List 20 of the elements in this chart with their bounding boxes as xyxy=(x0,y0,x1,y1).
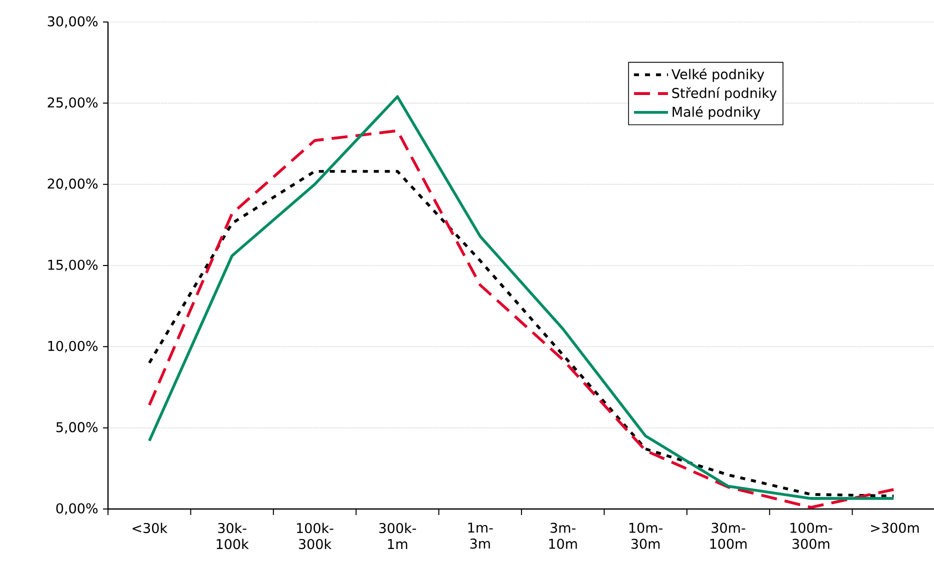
y-tick-label: 15,00% xyxy=(48,260,98,272)
x-tick-label: 300k-1m xyxy=(379,522,416,549)
x-tick-label: 100m-300m xyxy=(790,522,832,549)
y-tick-label: 0,00% xyxy=(56,503,98,515)
legend-label: Malé podniky xyxy=(672,106,760,120)
y-tick-label: 10,00% xyxy=(48,340,98,352)
x-tick-label: 3m-10m xyxy=(549,522,577,549)
x-tick-label: 30k-100k xyxy=(216,522,249,550)
legend-label: Velké podniky xyxy=(671,68,764,82)
x-tick-label: 10m-30m xyxy=(629,522,662,549)
y-tick-label: 20,00% xyxy=(48,178,98,190)
legend-label: Střední podniky xyxy=(672,87,777,101)
x-tick-label: 30m-100m xyxy=(710,522,747,549)
x-tick-label: <30k xyxy=(132,522,168,534)
y-tick-label: 25,00% xyxy=(48,97,98,109)
y-tick-label: 30,00% xyxy=(48,16,98,28)
y-tick-label: 5,00% xyxy=(56,422,98,434)
x-tick-label: 1m-3m xyxy=(468,522,493,549)
x-tick-label: 100k-300k xyxy=(297,522,334,550)
x-tick-label: >300m xyxy=(871,522,919,533)
